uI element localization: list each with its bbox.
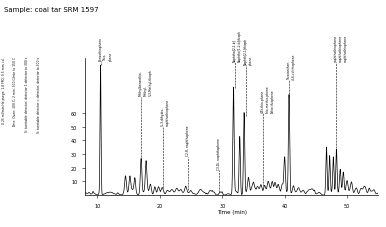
Text: 4,6-cd thiophene: 4,6-cd thiophene xyxy=(292,54,296,79)
Text: naphthothiophene: naphthothiophene xyxy=(344,35,348,62)
Text: S: turntable detector; detector 1 detector to 300 s: S: turntable detector; detector 1 detect… xyxy=(25,57,29,132)
Text: C2-R- naphthophene: C2-R- naphthophene xyxy=(186,125,190,156)
Text: C3-Di- naphthophene: C3-Di- naphthophene xyxy=(217,138,221,169)
Text: phene: phene xyxy=(108,52,112,61)
Text: thio-methio-phene: thio-methio-phene xyxy=(266,84,270,112)
Text: naphthothiophene: naphthothiophene xyxy=(166,99,170,126)
Text: Sample: coal tar SRM 1597: Sample: coal tar SRM 1597 xyxy=(4,7,98,13)
Text: 4-Et-thio-phene: 4-Et-thio-phene xyxy=(261,89,265,112)
Text: Naphtho[1,2-b]thioph: Naphtho[1,2-b]thioph xyxy=(238,30,242,62)
Text: phene: phene xyxy=(249,55,253,64)
Text: Naphtha[2,1-b]: Naphtha[2,1-b] xyxy=(233,39,237,62)
Text: 5-,3-dihydro-: 5-,3-dihydro- xyxy=(161,106,165,126)
Text: Thioxanthen-: Thioxanthen- xyxy=(287,60,291,79)
Text: Methyl-: Methyl- xyxy=(144,85,148,96)
Text: Time: Oven: 100 C, 2 min; 300 C/min to 150 C: Time: Oven: 100 C, 2 min; 300 C/min to 1… xyxy=(14,57,17,126)
Text: naphthothiophene: naphthothiophene xyxy=(339,35,343,62)
X-axis label: Time (min): Time (min) xyxy=(217,209,247,214)
Text: S: turntable detector = detector; detector to 300 s: S: turntable detector = detector; detect… xyxy=(37,57,41,133)
Text: Thio-: Thio- xyxy=(103,54,108,61)
Text: Benzothiophene: Benzothiophene xyxy=(98,37,103,61)
Text: Naphth[2,1]thioph: Naphth[2,1]thioph xyxy=(244,37,248,64)
Text: 0.25 ml/min He purge; 1.8 FPD; 0.5 mm i.d.: 0.25 ml/min He purge; 1.8 FPD; 0.5 mm i.… xyxy=(2,57,6,123)
Text: 5-3-Methyl-thioph: 5-3-Methyl-thioph xyxy=(149,69,153,96)
Text: Ethio-thiophene: Ethio-thiophene xyxy=(271,89,275,112)
Text: Methylbenzothio-: Methylbenzothio- xyxy=(139,70,143,96)
Text: naphthothiophene: naphthothiophene xyxy=(334,35,338,62)
